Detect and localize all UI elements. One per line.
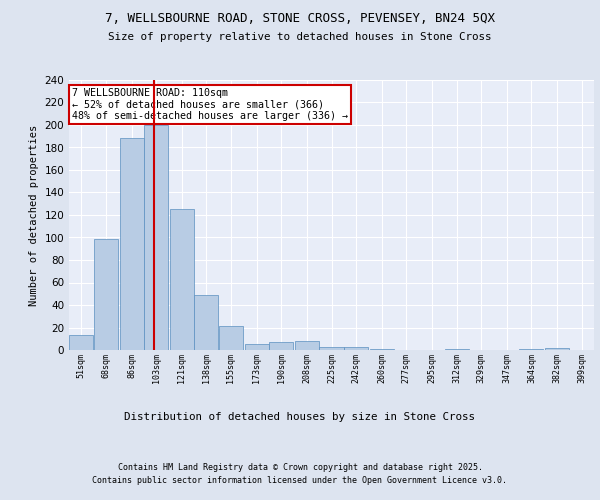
Bar: [344, 346, 368, 350]
Text: Contains HM Land Registry data © Crown copyright and database right 2025.: Contains HM Land Registry data © Crown c…: [118, 462, 482, 471]
Bar: [245, 344, 269, 350]
Bar: [370, 349, 394, 350]
Text: Distribution of detached houses by size in Stone Cross: Distribution of detached houses by size …: [125, 412, 476, 422]
Text: 7, WELLSBOURNE ROAD, STONE CROSS, PEVENSEY, BN24 5QX: 7, WELLSBOURNE ROAD, STONE CROSS, PEVENS…: [105, 12, 495, 26]
Bar: [545, 348, 569, 350]
Bar: [520, 349, 544, 350]
Bar: [445, 349, 469, 350]
Y-axis label: Number of detached properties: Number of detached properties: [29, 124, 39, 306]
Bar: [194, 295, 218, 350]
Bar: [170, 210, 194, 350]
Bar: [144, 125, 168, 350]
Bar: [319, 346, 344, 350]
Bar: [295, 341, 319, 350]
Bar: [69, 336, 93, 350]
Bar: [219, 326, 243, 350]
Text: Contains public sector information licensed under the Open Government Licence v3: Contains public sector information licen…: [92, 476, 508, 485]
Text: 7 WELLSBOURNE ROAD: 110sqm
← 52% of detached houses are smaller (366)
48% of sem: 7 WELLSBOURNE ROAD: 110sqm ← 52% of deta…: [71, 88, 347, 122]
Text: Size of property relative to detached houses in Stone Cross: Size of property relative to detached ho…: [108, 32, 492, 42]
Bar: [119, 138, 143, 350]
Bar: [269, 342, 293, 350]
Bar: [94, 238, 118, 350]
